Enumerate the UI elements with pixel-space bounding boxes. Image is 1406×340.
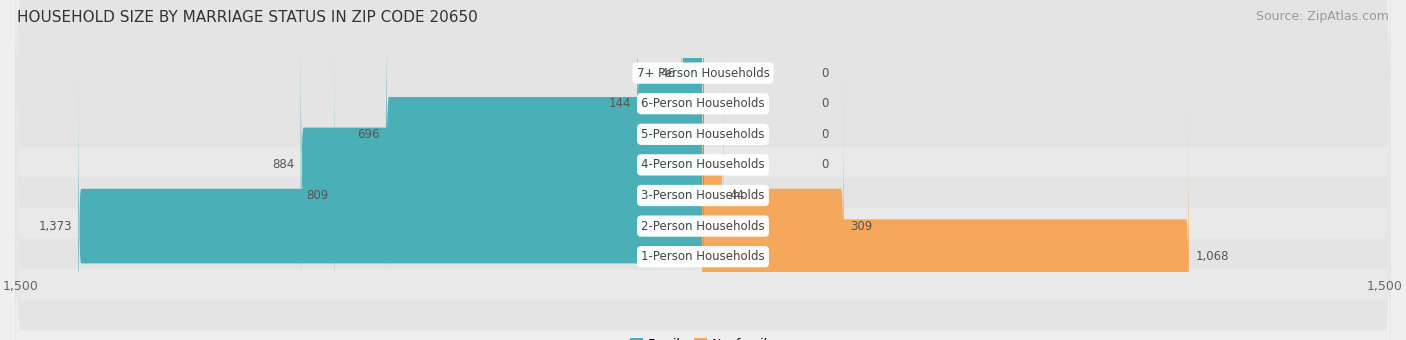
FancyBboxPatch shape bbox=[637, 0, 703, 250]
FancyBboxPatch shape bbox=[682, 0, 703, 219]
Text: 5-Person Households: 5-Person Households bbox=[641, 128, 765, 141]
Text: 1,373: 1,373 bbox=[38, 220, 72, 233]
Text: 3-Person Households: 3-Person Households bbox=[641, 189, 765, 202]
FancyBboxPatch shape bbox=[15, 0, 1391, 340]
Text: 44: 44 bbox=[730, 189, 745, 202]
Text: HOUSEHOLD SIZE BY MARRIAGE STATUS IN ZIP CODE 20650: HOUSEHOLD SIZE BY MARRIAGE STATUS IN ZIP… bbox=[17, 10, 478, 25]
Legend: Family, Nonfamily: Family, Nonfamily bbox=[626, 333, 780, 340]
Text: 46: 46 bbox=[661, 67, 675, 80]
FancyBboxPatch shape bbox=[387, 0, 703, 280]
Text: 4-Person Households: 4-Person Households bbox=[641, 158, 765, 171]
Text: 6-Person Households: 6-Person Households bbox=[641, 97, 765, 110]
FancyBboxPatch shape bbox=[703, 80, 844, 340]
FancyBboxPatch shape bbox=[15, 0, 1391, 305]
Text: 0: 0 bbox=[821, 67, 828, 80]
FancyBboxPatch shape bbox=[703, 49, 724, 340]
FancyBboxPatch shape bbox=[703, 110, 1189, 340]
Text: 0: 0 bbox=[821, 158, 828, 171]
Text: 1-Person Households: 1-Person Households bbox=[641, 250, 765, 263]
Text: 809: 809 bbox=[307, 189, 329, 202]
FancyBboxPatch shape bbox=[15, 0, 1391, 340]
Text: 309: 309 bbox=[851, 220, 873, 233]
Text: 884: 884 bbox=[271, 158, 294, 171]
FancyBboxPatch shape bbox=[301, 19, 703, 311]
Text: 7+ Person Households: 7+ Person Households bbox=[637, 67, 769, 80]
Text: 0: 0 bbox=[821, 97, 828, 110]
FancyBboxPatch shape bbox=[15, 0, 1391, 340]
FancyBboxPatch shape bbox=[15, 0, 1391, 340]
FancyBboxPatch shape bbox=[15, 24, 1391, 340]
FancyBboxPatch shape bbox=[335, 49, 703, 340]
Text: 1,068: 1,068 bbox=[1195, 250, 1229, 263]
Text: Source: ZipAtlas.com: Source: ZipAtlas.com bbox=[1256, 10, 1389, 23]
FancyBboxPatch shape bbox=[15, 0, 1391, 336]
Text: 2-Person Households: 2-Person Households bbox=[641, 220, 765, 233]
Text: 144: 144 bbox=[609, 97, 631, 110]
Text: 0: 0 bbox=[821, 128, 828, 141]
FancyBboxPatch shape bbox=[79, 80, 703, 340]
Text: 696: 696 bbox=[357, 128, 380, 141]
